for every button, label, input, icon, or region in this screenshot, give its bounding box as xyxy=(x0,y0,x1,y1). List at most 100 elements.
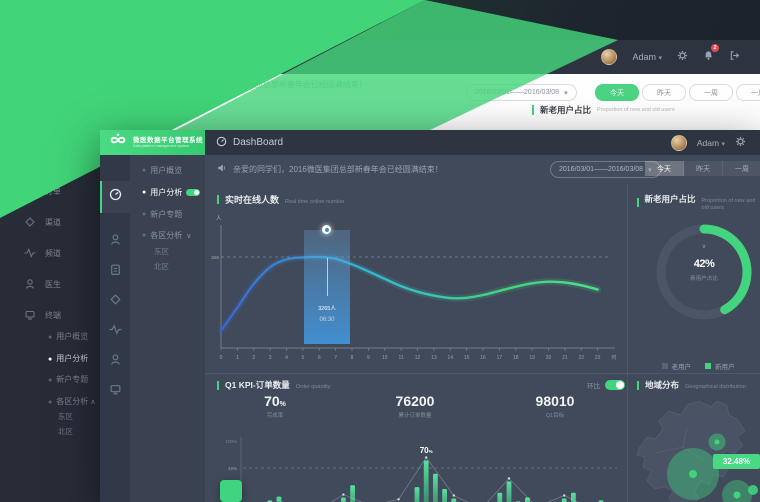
online-line-chart: 人326501234567891011121314151617181920212… xyxy=(211,215,617,361)
tooltip-time: 06:30 xyxy=(319,317,335,323)
chart-highlight-band[interactable]: 3265人 06:30 xyxy=(304,230,350,344)
date-range-picker[interactable]: 2016/03/01——2016/03/08 ▾ xyxy=(550,161,661,178)
doc-icon xyxy=(109,263,122,281)
avatar[interactable] xyxy=(670,134,687,151)
rail-item-orders[interactable] xyxy=(100,257,130,287)
toggle-switch[interactable] xyxy=(605,380,625,390)
pulse-icon xyxy=(24,247,36,259)
page-title: DashBoard xyxy=(216,136,283,150)
svg-text:13: 13 xyxy=(431,355,437,361)
svg-text:15: 15 xyxy=(464,355,470,361)
gear-icon[interactable] xyxy=(677,48,688,66)
announcement-bar: 亲爱的同学们，2016微医集团总部新春年会已经圆满结束！ xyxy=(217,163,443,175)
chevron-down-icon: ▾ xyxy=(564,89,568,97)
monitor-icon xyxy=(24,309,36,321)
ghost-online-title: 实时在线人数 xyxy=(144,108,199,119)
person-icon xyxy=(109,353,122,371)
chevron-down-icon: ▾ xyxy=(721,140,725,148)
menu-item-user-overview[interactable]: ● 用户概览 xyxy=(142,166,183,175)
back-sidebar-item-channels[interactable]: 渠道 xyxy=(24,216,61,228)
back-sidebar-item-orders[interactable]: 订单 xyxy=(24,185,61,197)
speaker-icon xyxy=(142,78,152,90)
menu-item-user-analysis[interactable]: ● 用户分析 xyxy=(142,187,201,198)
svg-text:人: 人 xyxy=(216,215,222,222)
donut-legend: 老用户 新用户 xyxy=(637,361,759,371)
back-sidebar-item-new-user-topic[interactable]: ● 新户专题 xyxy=(48,375,89,384)
gauge-icon xyxy=(109,188,122,206)
back-sidebar-item-north-district[interactable]: 北区 xyxy=(58,427,73,436)
rail-item-dashboard[interactable] xyxy=(100,181,130,213)
menu-item-north-district[interactable]: 北区 xyxy=(154,262,169,271)
back-sidebar-item-doctors[interactable]: 医生 xyxy=(24,278,61,290)
rail-item-users[interactable] xyxy=(100,227,130,257)
gauge-icon xyxy=(216,136,227,150)
menu-item-east-district[interactable]: 东区 xyxy=(154,247,169,256)
rail-item-channels[interactable] xyxy=(100,287,130,317)
svg-text:17: 17 xyxy=(497,355,503,361)
front-window: 微医数据平台管理系统 Data platform management syst… xyxy=(100,130,760,502)
svg-text:21: 21 xyxy=(562,355,568,361)
range-buttons: 今天昨天一周一月 xyxy=(595,84,760,101)
legend-item-老用户: 老用户 xyxy=(661,361,691,371)
online-panel-title: 实时在线人数 Real time online number xyxy=(217,193,345,206)
svg-text:14: 14 xyxy=(447,355,453,361)
doc-icon xyxy=(24,185,36,197)
ghost-announcement: 亲爱的同学们，2016微医集团总部新春年会已经圆满结束！ xyxy=(142,78,367,90)
range-button-一周[interactable]: 一周 xyxy=(689,84,733,101)
svg-text:19: 19 xyxy=(529,355,535,361)
range-button-今天[interactable]: 今天 xyxy=(645,161,684,176)
svg-text:10: 10 xyxy=(382,355,388,361)
floating-green-button[interactable] xyxy=(220,480,242,502)
svg-text:5: 5 xyxy=(301,355,304,361)
svg-text:7: 7 xyxy=(334,355,337,361)
tooltip-value: 3265人 xyxy=(318,306,336,312)
dashboard-content: 亲爱的同学们，2016微医集团总部新春年会已经圆满结束！ 2016/03/01—… xyxy=(205,155,760,502)
kpi-stat: 76200 累计订单数量 xyxy=(395,393,435,419)
date-range-picker[interactable]: 2016/03/01——2016/03/08 ▾ xyxy=(466,84,577,101)
infinity-logo-icon xyxy=(108,133,128,152)
svg-text:16: 16 xyxy=(480,355,486,361)
svg-text:6: 6 xyxy=(318,355,321,361)
china-map xyxy=(636,400,758,502)
avatar[interactable] xyxy=(601,49,618,65)
section-title: 新老用户占比 Proportion of new and old users xyxy=(532,104,675,116)
pulse-icon xyxy=(109,323,122,341)
divider xyxy=(205,373,760,374)
back-sidebar-item-district-analysis[interactable]: ● 各区分析 ∧ xyxy=(48,397,96,406)
svg-text:2: 2 xyxy=(252,355,255,361)
svg-text:3: 3 xyxy=(269,355,272,361)
range-button-一周[interactable]: 一周 xyxy=(723,161,760,176)
icon-rail xyxy=(100,155,130,502)
back-sidebar-item-east-district[interactable]: 东区 xyxy=(58,412,73,421)
menu-item-new-user-topic[interactable]: ● 新户专题 xyxy=(142,210,183,219)
user-menu[interactable]: Adam ▾ xyxy=(696,137,725,148)
rail-item-streams[interactable] xyxy=(100,317,130,347)
rail-item-doctors[interactable] xyxy=(100,347,130,377)
legend-item-新用户: 新用户 xyxy=(705,361,735,371)
user-menu[interactable]: Adam ▾ xyxy=(632,52,662,62)
back-sidebar-item-user-overview[interactable]: ● 用户概览 xyxy=(48,332,89,341)
svg-text:48%: 48% xyxy=(228,466,237,471)
gear-icon[interactable] xyxy=(735,134,746,152)
person-icon xyxy=(24,278,36,290)
chevron-down-icon[interactable]: ∨ xyxy=(701,244,707,250)
kpi-stat: 98010 Q1目标 xyxy=(535,393,575,419)
range-button-昨天[interactable]: 昨天 xyxy=(642,84,686,101)
compare-toggle[interactable]: 环比 xyxy=(587,380,625,390)
mini-toggle[interactable] xyxy=(186,189,201,196)
range-button-今天[interactable]: 今天 xyxy=(595,84,639,101)
app-logo[interactable]: 微医数据平台管理系统 Data platform management syst… xyxy=(100,130,205,155)
bell-icon[interactable]: 2 xyxy=(703,44,719,66)
back-sidebar-item-terminals[interactable]: 终端 xyxy=(24,309,61,321)
svg-text:1: 1 xyxy=(236,355,239,361)
menu-item-district-analysis[interactable]: ● 各区分析 ∨ xyxy=(142,231,192,240)
ratio-donut-chart xyxy=(656,224,752,320)
range-button-昨天[interactable]: 昨天 xyxy=(684,161,723,176)
rail-item-terminals[interactable] xyxy=(100,377,130,407)
svg-text:20: 20 xyxy=(546,355,552,361)
logout-icon[interactable] xyxy=(729,48,740,66)
svg-text:70%: 70% xyxy=(420,446,433,455)
range-button-一月[interactable]: 一月 xyxy=(736,84,760,101)
back-sidebar-item-streams[interactable]: 频道 xyxy=(24,247,61,259)
back-sidebar-item-user-analysis[interactable]: ● 用户分析 xyxy=(48,354,89,363)
